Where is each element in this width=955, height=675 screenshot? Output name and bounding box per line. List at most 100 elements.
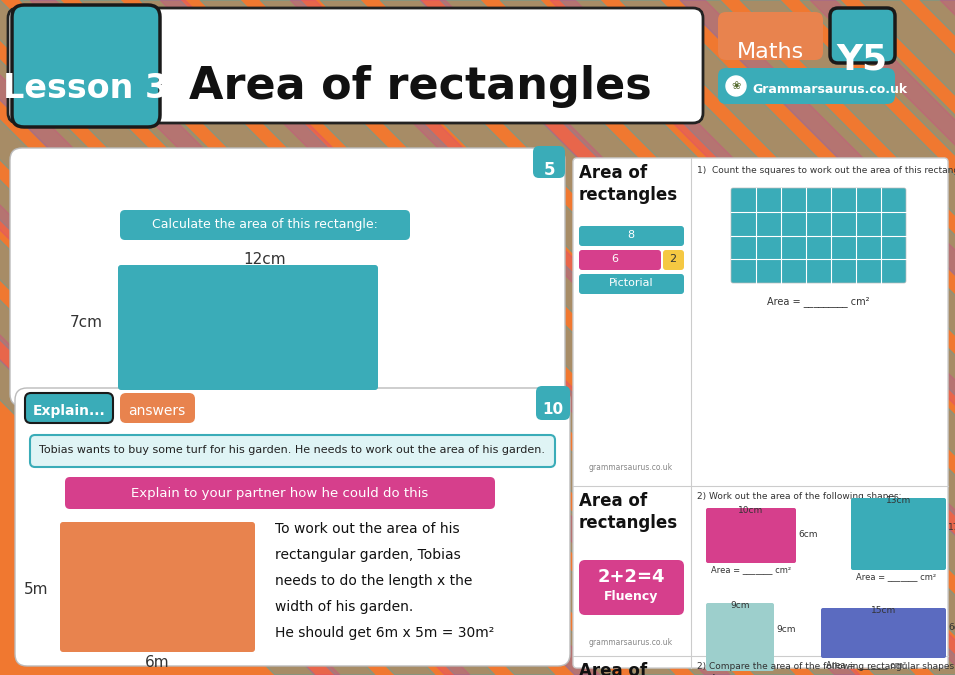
FancyBboxPatch shape	[706, 603, 774, 671]
Polygon shape	[860, 0, 955, 675]
Text: Area of
rectangles: Area of rectangles	[579, 492, 678, 532]
FancyBboxPatch shape	[718, 12, 823, 60]
Polygon shape	[0, 0, 470, 675]
Polygon shape	[420, 0, 955, 675]
Text: Grammarsaurus.co.uk: Grammarsaurus.co.uk	[752, 83, 907, 96]
Polygon shape	[810, 0, 955, 675]
Text: 9cm: 9cm	[776, 625, 796, 634]
Polygon shape	[550, 0, 955, 675]
Text: Area of rectangles: Area of rectangles	[189, 65, 651, 108]
Polygon shape	[920, 0, 955, 675]
FancyBboxPatch shape	[25, 393, 113, 423]
Text: 1)  Count the squares to work out the area of this rectangle:: 1) Count the squares to work out the are…	[697, 166, 955, 175]
Text: 15cm: 15cm	[871, 606, 896, 615]
Text: 13cm: 13cm	[886, 496, 911, 505]
Text: answers: answers	[128, 404, 185, 418]
FancyBboxPatch shape	[573, 158, 948, 668]
Text: width of his garden.: width of his garden.	[275, 600, 414, 614]
Text: 2: 2	[669, 254, 676, 264]
Text: 12cm: 12cm	[244, 252, 286, 267]
Text: grammarsaurus.co.uk: grammarsaurus.co.uk	[589, 638, 673, 647]
FancyBboxPatch shape	[706, 508, 796, 563]
FancyBboxPatch shape	[533, 146, 565, 178]
Text: Lesson 3: Lesson 3	[4, 72, 169, 105]
Text: 6m: 6m	[145, 655, 169, 670]
FancyBboxPatch shape	[579, 226, 684, 246]
Polygon shape	[320, 0, 955, 675]
Text: 9cm: 9cm	[731, 601, 750, 610]
Polygon shape	[680, 0, 955, 675]
Text: 7cm: 7cm	[70, 315, 103, 330]
Text: 5m: 5m	[24, 582, 48, 597]
Polygon shape	[0, 0, 315, 675]
FancyBboxPatch shape	[30, 435, 555, 467]
Polygon shape	[0, 0, 340, 675]
Text: 2+2=4: 2+2=4	[597, 568, 665, 586]
Text: Y5: Y5	[837, 42, 887, 76]
Polygon shape	[0, 0, 675, 675]
FancyBboxPatch shape	[579, 250, 661, 270]
FancyBboxPatch shape	[579, 560, 684, 615]
Text: Area of
rectangles: Area of rectangles	[579, 662, 678, 675]
FancyBboxPatch shape	[536, 386, 570, 420]
Text: Area = _______ cm²: Area = _______ cm²	[711, 565, 791, 574]
Polygon shape	[80, 0, 795, 675]
Circle shape	[726, 76, 746, 96]
Text: 6cm: 6cm	[948, 623, 955, 632]
FancyBboxPatch shape	[10, 148, 565, 406]
Text: 17cm: 17cm	[948, 523, 955, 532]
Text: Explain to your partner how he could do this: Explain to your partner how he could do …	[132, 487, 429, 500]
Text: 10: 10	[542, 402, 563, 417]
Polygon shape	[0, 0, 495, 675]
FancyBboxPatch shape	[663, 250, 684, 270]
Text: He should get 6m x 5m = 30m²: He should get 6m x 5m = 30m²	[275, 626, 495, 640]
Polygon shape	[30, 0, 730, 675]
Polygon shape	[620, 0, 955, 675]
Polygon shape	[200, 0, 915, 675]
Polygon shape	[560, 0, 955, 675]
Text: grammarsaurus.co.uk: grammarsaurus.co.uk	[589, 463, 673, 472]
FancyBboxPatch shape	[731, 188, 906, 283]
Text: Fluency: Fluency	[604, 590, 658, 603]
Polygon shape	[680, 0, 955, 675]
Text: Tobias wants to buy some turf for his garden. He needs to work out the area of h: Tobias wants to buy some turf for his ga…	[39, 445, 545, 455]
Text: needs to do the length x the: needs to do the length x the	[275, 574, 473, 588]
Text: 5: 5	[543, 161, 555, 179]
Polygon shape	[380, 0, 955, 675]
FancyBboxPatch shape	[60, 522, 255, 652]
FancyBboxPatch shape	[120, 210, 410, 240]
Polygon shape	[800, 0, 955, 675]
Polygon shape	[0, 0, 375, 675]
FancyBboxPatch shape	[65, 477, 495, 509]
FancyBboxPatch shape	[579, 274, 684, 294]
FancyBboxPatch shape	[851, 498, 946, 570]
Text: Area = _______ cm²: Area = _______ cm²	[826, 660, 906, 669]
Text: 6: 6	[611, 254, 619, 264]
Polygon shape	[940, 0, 955, 675]
Polygon shape	[0, 0, 600, 675]
Polygon shape	[260, 0, 955, 675]
Text: Area = _________ cm²: Area = _________ cm²	[767, 296, 870, 307]
Text: Maths: Maths	[736, 42, 803, 62]
Polygon shape	[290, 0, 955, 675]
FancyBboxPatch shape	[821, 608, 946, 658]
Text: Pictorial: Pictorial	[608, 278, 653, 288]
Text: 2) Compare the area of the following rectangular shapes:: 2) Compare the area of the following rec…	[697, 662, 955, 671]
Text: rectangular garden, Tobias: rectangular garden, Tobias	[275, 548, 460, 562]
Polygon shape	[440, 0, 955, 675]
Polygon shape	[0, 0, 555, 675]
FancyBboxPatch shape	[830, 8, 895, 63]
Text: To work out the area of his: To work out the area of his	[275, 522, 459, 536]
Text: ❀: ❀	[732, 81, 741, 91]
FancyBboxPatch shape	[12, 5, 160, 127]
FancyBboxPatch shape	[120, 393, 195, 423]
FancyBboxPatch shape	[15, 388, 570, 666]
Polygon shape	[740, 0, 955, 675]
Text: Area of
rectangles: Area of rectangles	[579, 164, 678, 205]
Text: 10cm: 10cm	[738, 506, 764, 515]
Text: Area = _______ cm²: Area = _______ cm²	[856, 572, 936, 581]
Polygon shape	[20, 0, 735, 675]
Polygon shape	[140, 0, 855, 675]
FancyBboxPatch shape	[718, 68, 895, 104]
Polygon shape	[0, 0, 435, 675]
